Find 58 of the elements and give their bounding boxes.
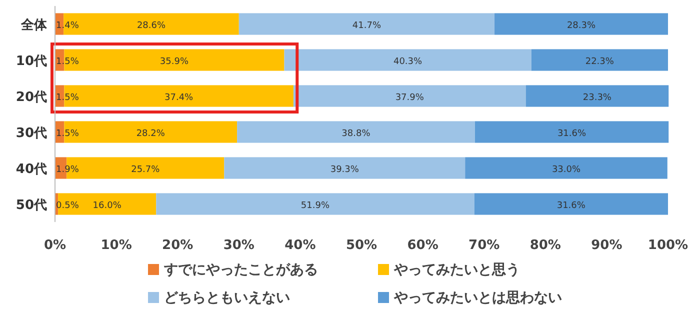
bar: [58, 193, 156, 215]
x-tick-label: 70%: [468, 238, 500, 253]
data-label: 38.8%: [342, 129, 371, 139]
y-tick-label: 20代: [16, 90, 47, 105]
data-label: 35.9%: [160, 57, 189, 67]
data-label: 28.2%: [136, 129, 166, 139]
data-label: 23.3%: [582, 93, 612, 103]
bar: [224, 157, 466, 179]
data-label: 41.7%: [352, 21, 382, 31]
data-label: 28.6%: [136, 21, 166, 31]
y-tick-label: 30代: [16, 126, 47, 141]
bar: [531, 49, 668, 71]
bar: [526, 85, 669, 107]
data-label: 1.5%: [56, 93, 80, 103]
bar: [284, 49, 532, 71]
x-tick-label: 10%: [100, 238, 132, 253]
bar: [293, 85, 526, 107]
bar: [237, 121, 475, 143]
x-tick-label: 80%: [530, 238, 561, 253]
y-tick-label: 全体: [20, 18, 48, 33]
bar: [465, 157, 668, 179]
bar: [494, 13, 668, 35]
data-label: 33.0%: [552, 165, 581, 175]
data-label: 0.5%: [56, 201, 80, 211]
data-label: 31.6%: [557, 129, 586, 139]
data-label: 51.9%: [300, 201, 330, 211]
data-label: 40.3%: [393, 57, 423, 67]
y-tick-label: 50代: [16, 198, 47, 213]
x-tick-label: 60%: [407, 238, 438, 253]
x-tick-label: 90%: [591, 238, 622, 253]
x-tick-label: 30%: [223, 238, 254, 253]
bar: [474, 121, 669, 143]
legend-label: すでにやったことがある: [163, 262, 318, 278]
data-label: 28.3%: [566, 21, 596, 31]
data-label: 1.4%: [56, 21, 80, 31]
data-label: 25.7%: [131, 165, 160, 175]
x-tick-label: 40%: [284, 238, 316, 253]
data-label: 22.3%: [585, 57, 614, 67]
x-tick-label: 0%: [44, 238, 66, 253]
x-tick-label: 20%: [162, 238, 194, 253]
data-label: 39.3%: [330, 165, 360, 175]
bar: [156, 193, 474, 215]
data-label: 31.6%: [556, 201, 586, 211]
data-label: 16.0%: [92, 201, 122, 211]
legend-label: やってみたいと思う: [393, 262, 520, 278]
bar: [474, 193, 668, 215]
legend-label: どちらともいえない: [164, 290, 290, 306]
data-label: 37.9%: [395, 93, 424, 103]
legend-label: やってみたいとは思わない: [393, 290, 562, 306]
x-tick-label: 50%: [346, 238, 378, 253]
bar: [238, 13, 495, 35]
data-label: 1.5%: [56, 57, 80, 67]
x-tick-label: 100%: [648, 238, 688, 253]
data-label: 1.5%: [56, 129, 80, 139]
y-tick-label: 40代: [16, 162, 47, 177]
y-tick-label: 10代: [16, 54, 47, 69]
data-label: 37.4%: [164, 93, 194, 103]
data-label: 1.9%: [56, 165, 80, 175]
